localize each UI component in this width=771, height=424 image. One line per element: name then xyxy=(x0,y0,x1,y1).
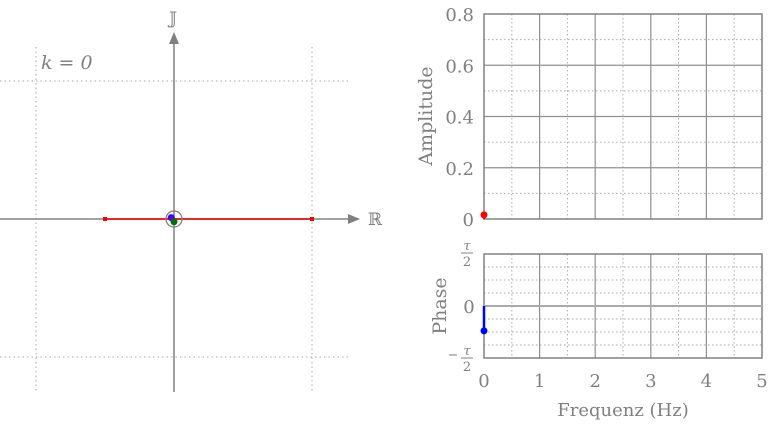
real-axis-label: ℝ xyxy=(368,210,383,230)
amplitude-tick-label: 0.4 xyxy=(445,108,474,129)
frequency-tick-label: 3 xyxy=(645,371,656,392)
k-label: k = 0 xyxy=(41,52,93,74)
phase-stem-head xyxy=(480,327,488,335)
phase-tick-top-num: τ xyxy=(463,239,471,254)
amplitude-tick-label: 0.6 xyxy=(445,56,474,77)
frequency-tick-label: 5 xyxy=(756,371,767,392)
frequency-tick-label: 4 xyxy=(701,371,712,392)
phase-tick-bottom-den: 2 xyxy=(463,360,471,375)
amplitude-frame xyxy=(483,13,763,220)
amplitude-stem-head xyxy=(480,211,488,219)
complex-plane xyxy=(0,32,360,392)
frequency-tick-label: 2 xyxy=(589,371,600,392)
phase-plot: 0 1 2 3 4 5 xyxy=(478,253,768,392)
phase-tick-bottom-sign: − xyxy=(448,348,459,363)
amplitude-tick-label: 0 xyxy=(463,210,474,231)
origin-circle xyxy=(165,210,183,228)
frequency-tick-label: 1 xyxy=(534,371,545,392)
segment-end-marker xyxy=(310,217,314,221)
point-green xyxy=(170,218,178,226)
phase-tick-top-den: 2 xyxy=(463,255,471,270)
amplitude-plot: 0 0.2 0.4 0.6 0.8 xyxy=(445,5,763,231)
phase-axis-label: Phase xyxy=(429,277,451,334)
amplitude-tick-label: 0.2 xyxy=(445,159,474,180)
phase-tick-zero: 0 xyxy=(463,297,474,318)
frequency-tick-label: 0 xyxy=(478,371,489,392)
imag-axis-label: 𝕁 xyxy=(167,9,177,29)
phase-tick-bottom-num: τ xyxy=(463,344,471,359)
segment-start-marker xyxy=(103,217,107,221)
amplitude-tick-label: 0.8 xyxy=(445,5,474,26)
frequency-axis-label: Frequenz (Hz) xyxy=(557,400,689,421)
amplitude-axis-label: Amplitude xyxy=(415,66,437,166)
